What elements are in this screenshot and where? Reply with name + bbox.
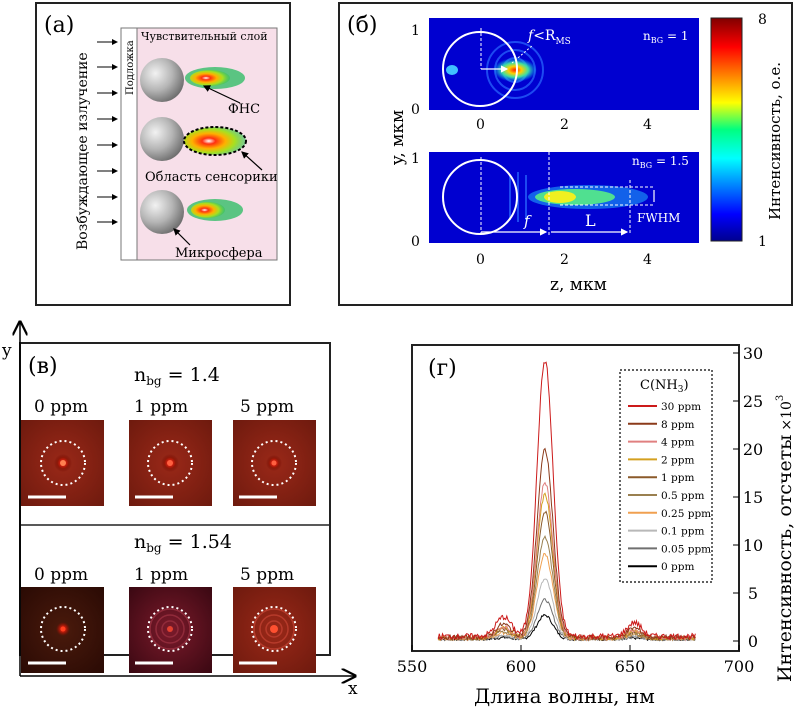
y-tick-label: 30: [743, 344, 763, 363]
fwhm-label: FWHM: [637, 211, 680, 225]
tile-r2-c3: [233, 587, 316, 673]
excitation-arrows: [97, 39, 118, 225]
pns-hotspot-1: [190, 70, 230, 86]
row2-conc-labels: 0 ppm 1 ppm 5 ppm: [34, 565, 294, 585]
legend-entries: 30 ppm 8 ppm 4 ppm 2 ppm 1 ppm 0.5 ppm 0.25 pp…: [628, 401, 711, 573]
pns-hotspot-3: [191, 202, 225, 218]
svg-text:0: 0: [476, 252, 485, 268]
svg-text:0: 0: [411, 234, 420, 250]
legend-label: 0.1 ppm: [661, 526, 704, 538]
colorbar-min: 1: [758, 234, 767, 250]
map-top-sphere: [442, 31, 518, 107]
svg-text:5 ppm: 5 ppm: [240, 397, 294, 417]
panel-b-ylabel: y, мкм: [388, 110, 408, 166]
sensitive-layer-label: Чувствительный слой: [141, 30, 268, 43]
legend-label: 8 ppm: [661, 419, 694, 431]
bottom-nbg: nBG = 1.5: [632, 154, 689, 170]
svg-text:0: 0: [411, 102, 420, 118]
colorbar-max: 8: [758, 12, 767, 28]
fns-label: ФНС: [228, 102, 260, 117]
y-tick-label: 0: [748, 632, 758, 651]
legend-label: 0 ppm: [661, 561, 694, 573]
axis-x-label: x: [348, 679, 358, 699]
row2-n: nbg = 1.54: [134, 531, 232, 555]
microsphere-2: [140, 117, 184, 161]
panel-g-xlabel: Длина волны, нм: [474, 684, 655, 708]
svg-text:0: 0: [476, 117, 485, 133]
svg-text:2: 2: [560, 117, 569, 133]
sensing-label: Область сенсорики: [145, 170, 278, 185]
map-bottom-core: [544, 191, 576, 203]
legend-label: 4 ppm: [661, 437, 694, 449]
legend-label: 1 ppm: [661, 472, 694, 484]
x-tick-label: 700: [724, 657, 755, 676]
y-tick-label: 15: [743, 488, 763, 507]
f-rms-label: f<RMS: [527, 28, 571, 47]
row1-n: nbg = 1.4: [134, 364, 220, 388]
x-tick-label: 600: [506, 657, 537, 676]
sphere-label: Микросфера: [175, 246, 263, 261]
spectra-group: [437, 361, 696, 642]
panel-g-ticks: 550 600 650 700 0 5 10 15 20 25 30: [397, 344, 763, 676]
L-label: L: [585, 211, 596, 230]
map-bottom-annotations: [480, 152, 654, 235]
sensing-region: [183, 126, 247, 156]
map-top-spot: [446, 65, 458, 75]
legend-label: 0.25 ppm: [661, 508, 711, 520]
svg-text:1: 1: [411, 23, 420, 39]
map-top-focus: [493, 58, 537, 82]
tile-r2-c1: [21, 587, 104, 673]
tile-r2-c2: [129, 587, 212, 673]
spectrum-line: [437, 447, 696, 642]
tile-r1-c2: [129, 420, 212, 506]
tile-r1-c3: [233, 420, 316, 506]
microsphere-1: [140, 58, 184, 102]
panel-g-ylabel: Интенсивность, отсчеты×103: [774, 395, 796, 682]
svg-text:2: 2: [560, 252, 569, 268]
panel-v: y x (в) nbg = 1.4 nbg = 1.54 0 ppm 1 ppm…: [1, 322, 358, 699]
spectrum-line: [437, 361, 696, 641]
svg-text:1 ppm: 1 ppm: [134, 565, 188, 585]
microsphere-3: [140, 190, 184, 234]
f-label: f: [523, 212, 532, 230]
svg-text:1: 1: [411, 151, 420, 167]
legend-label: 0.05 ppm: [661, 543, 711, 555]
svg-text:0 ppm: 0 ppm: [34, 565, 88, 585]
svg-text:5 ppm: 5 ppm: [240, 565, 294, 585]
map-top: [429, 18, 699, 110]
x-tick-label: 650: [615, 657, 646, 676]
panel-a: (а) Возбуждающее излучение Подложка Чувс…: [35, 2, 291, 306]
panel-a-tag: (а): [44, 13, 74, 38]
panel-b: (б) f<RMS nBG = 1: [338, 2, 793, 306]
y-tick-label: 25: [743, 392, 763, 411]
panel-b-xlabel: z, мкм: [550, 275, 607, 295]
row1-conc-labels: 0 ppm 1 ppm 5 ppm: [34, 397, 294, 417]
x-tick-label: 550: [397, 657, 428, 676]
y-tick-label: 20: [743, 440, 763, 459]
panel-g-tag: (г): [428, 356, 457, 381]
svg-text:0 ppm: 0 ppm: [34, 397, 88, 417]
substrate-label: Подложка: [125, 40, 136, 95]
excitation-label: Возбуждающее излучение: [75, 52, 91, 250]
map-bottom-sphere: [442, 159, 518, 235]
tile-r1-c1: [21, 420, 104, 506]
colorbar-label: Интенсивность, о.е.: [766, 62, 784, 220]
top-nbg: nBG = 1: [643, 29, 688, 45]
legend-label: 2 ppm: [661, 454, 694, 466]
panel-g: (г) 550 600 650 700 0 5 10 15 20 25 30 C(NH3) 30 p…: [397, 344, 796, 708]
panel-b-ticks: 1 0 1 0 0 2 4 0 2 4: [411, 23, 652, 268]
axis-y-label: y: [1, 341, 12, 361]
svg-text:1 ppm: 1 ppm: [134, 397, 188, 417]
y-tick-label: 5: [748, 584, 758, 603]
legend-title: C(NH3): [640, 378, 689, 395]
panel-b-tag: (б): [347, 13, 377, 38]
y-tick-label: 10: [743, 536, 763, 555]
legend-label: 0.5 ppm: [661, 490, 704, 502]
legend-label: 30 ppm: [661, 401, 701, 413]
colorbar: [710, 17, 743, 242]
panel-v-tag: (в): [28, 354, 58, 379]
svg-text:4: 4: [643, 117, 652, 133]
svg-text:4: 4: [643, 252, 652, 268]
